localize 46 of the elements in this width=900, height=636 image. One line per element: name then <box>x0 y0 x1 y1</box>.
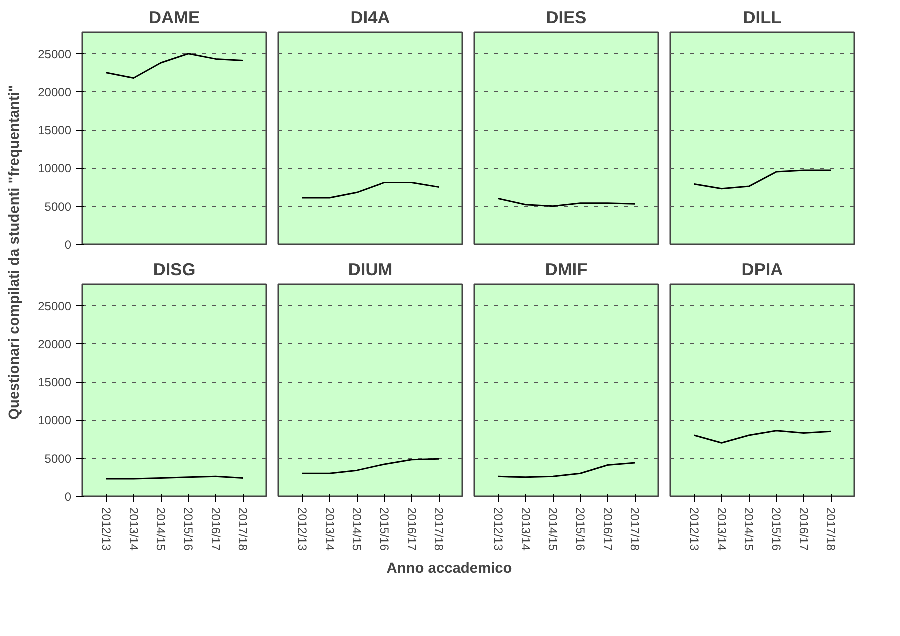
y-tick-label: 25000 <box>38 299 72 314</box>
x-tick-label: 2015/16 <box>770 508 784 552</box>
x-tick-label: 2014/15 <box>154 508 168 552</box>
x-tick-label: 2017/18 <box>236 508 250 552</box>
chart-title: DAME <box>148 8 200 28</box>
y-tick-label: 10000 <box>38 414 72 428</box>
y-tick-label: 5000 <box>44 452 72 466</box>
chart-title: DIUM <box>348 260 393 280</box>
chart-title: DIES <box>546 8 587 28</box>
x-tick-label: 2016/17 <box>208 508 223 552</box>
chart-title: DMIF <box>545 260 588 280</box>
y-tick-label: 20000 <box>38 337 72 352</box>
chart-title: DISG <box>153 260 196 280</box>
x-tick-label: 2015/16 <box>182 508 196 552</box>
y-tick-label: 15000 <box>38 376 72 390</box>
x-tick-label: 2015/16 <box>574 508 588 552</box>
x-tick-label: 2012/13 <box>295 508 310 552</box>
x-tick-label: 2017/18 <box>628 508 642 552</box>
x-axis-title: Anno accademico <box>386 561 512 578</box>
x-tick-label: 2017/18 <box>824 508 838 552</box>
x-tick-label: 2013/14 <box>518 508 533 552</box>
y-tick-label: 5000 <box>44 200 72 214</box>
x-tick-label: 2014/15 <box>742 508 756 552</box>
x-tick-label: 2016/17 <box>404 508 419 552</box>
x-tick-label: 2012/13 <box>99 508 114 552</box>
y-tick-label: 0 <box>64 238 72 252</box>
x-tick-label: 2014/15 <box>546 508 560 552</box>
chart-title: DILL <box>743 8 782 28</box>
y-tick-label: 15000 <box>38 124 72 138</box>
y-tick-label: 25000 <box>38 47 72 62</box>
x-tick-label: 2016/17 <box>796 508 811 552</box>
x-tick-label: 2012/13 <box>687 508 702 552</box>
y-tick-label: 20000 <box>38 85 72 100</box>
x-tick-label: 2013/14 <box>322 508 337 552</box>
y-axis-title: Questionari compilati da studenti "frequentanti" <box>6 85 23 420</box>
y-tick-label: 0 <box>64 490 72 504</box>
x-tick-label: 2012/13 <box>491 508 506 552</box>
chart-title: DI4A <box>350 8 391 28</box>
x-tick-label: 2017/18 <box>432 508 446 552</box>
x-tick-label: 2016/17 <box>600 508 615 552</box>
x-tick-label: 2015/16 <box>378 508 392 552</box>
x-tick-label: 2013/14 <box>714 508 729 552</box>
x-tick-label: 2013/14 <box>126 508 141 552</box>
y-tick-label: 10000 <box>38 162 72 176</box>
chart-title: DPIA <box>742 260 784 280</box>
x-tick-label: 2014/15 <box>350 508 364 552</box>
